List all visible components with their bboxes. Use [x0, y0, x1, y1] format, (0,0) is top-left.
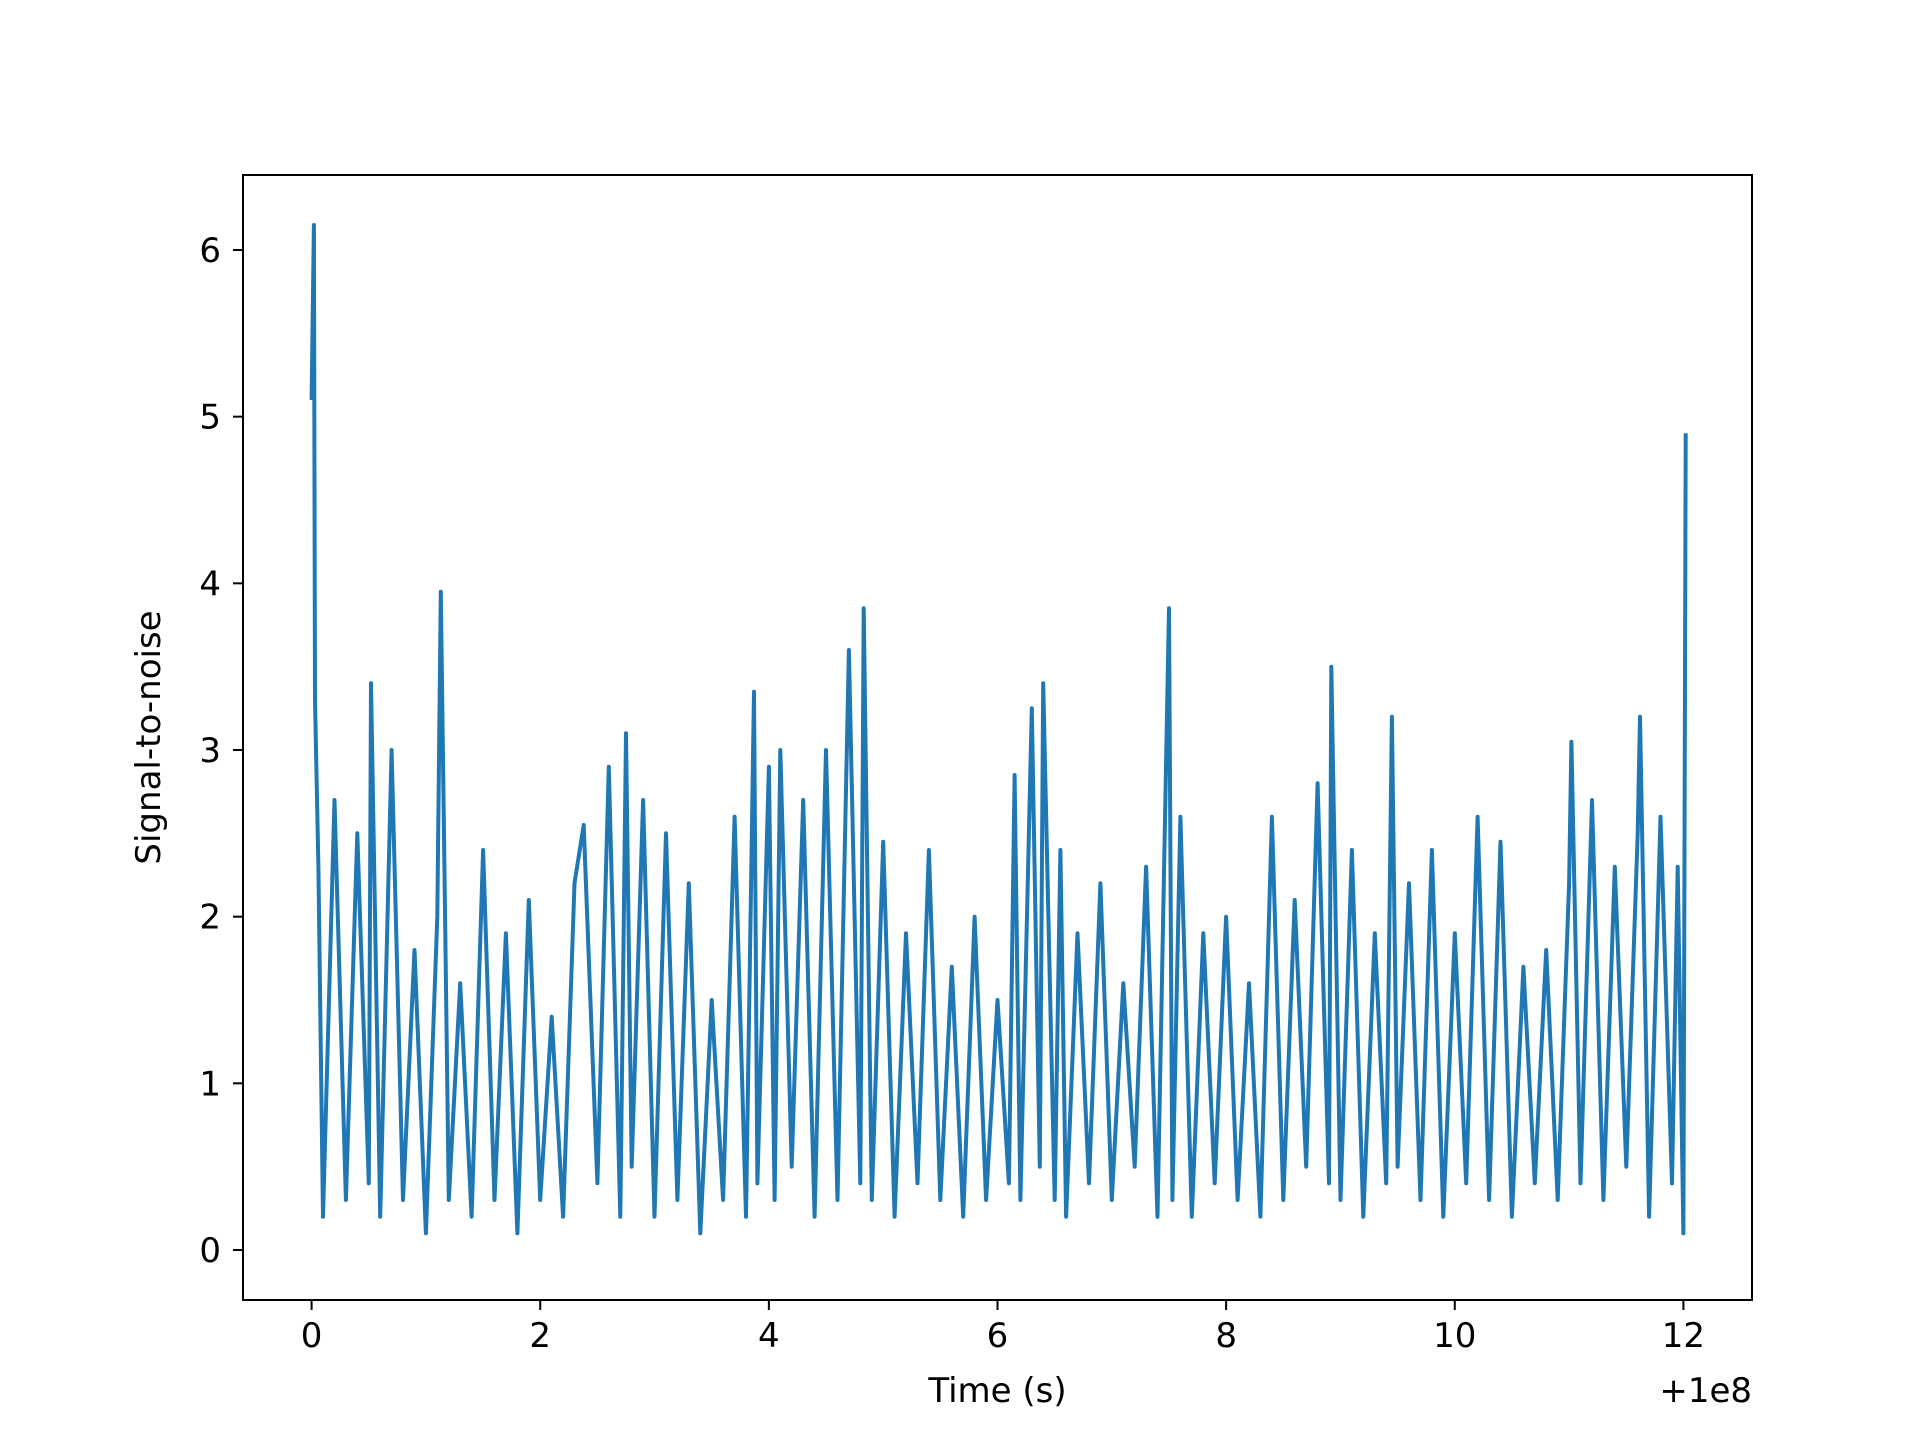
- x-axis-offset-label: +1e8: [1659, 1371, 1752, 1411]
- plot-frame: [242, 174, 1753, 1301]
- x-tick-label: 10: [1433, 1316, 1476, 1356]
- x-tick-label: 4: [758, 1316, 780, 1356]
- y-tick-label: 5: [199, 398, 221, 438]
- x-axis-label: Time (s): [927, 1371, 1066, 1411]
- x-tick-label: 6: [987, 1316, 1009, 1356]
- y-tick-label: 2: [199, 898, 221, 938]
- x-tick-label: 0: [301, 1316, 323, 1356]
- x-tick-label: 8: [1215, 1316, 1237, 1356]
- y-tick-label: 6: [199, 231, 221, 271]
- y-tick-label: 4: [199, 564, 221, 604]
- x-axis: 0 2 4 6 8 10 12: [301, 1300, 1705, 1356]
- y-tick-label: 0: [199, 1231, 221, 1271]
- y-tick-label: 3: [199, 731, 221, 771]
- y-axis-label: Signal-to-noise: [129, 610, 169, 864]
- plot-area: [309, 223, 1688, 1236]
- y-tick-label: 1: [199, 1064, 221, 1104]
- x-tick-label: 12: [1662, 1316, 1705, 1356]
- series-line-0: [309, 223, 1688, 1236]
- y-axis: 0 1 2 3 4 5 6: [199, 231, 243, 1271]
- x-tick-label: 2: [529, 1316, 551, 1356]
